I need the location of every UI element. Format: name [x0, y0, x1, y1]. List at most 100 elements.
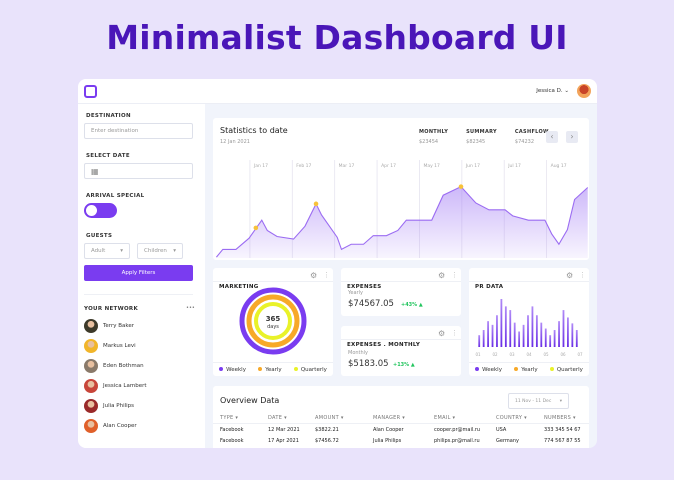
network-item[interactable]: Terry Baker: [84, 316, 147, 336]
dashboard-window: Jessica D. ⌄ DESTINATION Enter destinati…: [78, 79, 597, 448]
apply-filters-button[interactable]: Apply Filters: [84, 265, 193, 281]
date-input[interactable]: ▦: [84, 163, 193, 179]
column-header[interactable]: NUMBERS ▾: [544, 415, 576, 421]
network-item[interactable]: Markus Levi: [84, 336, 147, 356]
arrow-up-icon: ▲: [410, 362, 415, 368]
x-tick-label: Jun 17: [465, 163, 480, 169]
x-tick-label: Feb 17: [296, 163, 311, 169]
user-menu[interactable]: Jessica D. ⌄: [536, 88, 569, 94]
bar: [544, 328, 547, 347]
x-tick-label: 05: [543, 352, 549, 357]
x-tick-label: Jan 17: [253, 163, 268, 169]
destination-input[interactable]: Enter destination: [84, 123, 193, 139]
expenses-card: EXPENSES ⚙ ⋮ Yearly $74567.05 +43% ▲: [341, 268, 461, 316]
expenses-title: EXPENSES: [347, 284, 382, 290]
table-header: TYPE ▾ DATE ▾ AMOUNT ▾ MANAGER ▾ EMAIL ▾ COUN…: [213, 413, 589, 424]
expenses-monthly-change: +13% ▲: [393, 362, 415, 368]
logo-square-icon[interactable]: [84, 85, 97, 98]
destination-label: DESTINATION: [86, 113, 131, 119]
legend-yearly: Yearly: [258, 367, 282, 373]
network-name: Eden Bothman: [103, 363, 144, 369]
network-name: Jessica Lambert: [103, 383, 147, 389]
marketing-title: MARKETING: [219, 284, 259, 290]
table-cell: 333 345 54 67: [544, 427, 581, 433]
overview-title: Overview Data: [220, 396, 280, 405]
date-range-select[interactable]: 11 Nov - 11 Dec ▾: [508, 393, 569, 409]
quarterly-ring: [254, 302, 292, 340]
legend-weekly: Weekly: [475, 367, 502, 373]
bar: [535, 315, 538, 347]
column-header[interactable]: TYPE ▾: [220, 415, 239, 421]
pr-legend: Weekly Yearly Quarterly: [469, 362, 589, 376]
marketing-legend: Weekly Yearly Quarterly: [213, 362, 333, 376]
column-header[interactable]: COUNTRY ▾: [496, 415, 527, 421]
more-icon[interactable]: •••: [186, 305, 195, 311]
avatar[interactable]: [577, 84, 591, 98]
center-value: 365: [265, 315, 281, 323]
bar: [496, 315, 498, 347]
drag-handle-icon[interactable]: ⋮: [451, 329, 458, 337]
caret-down-icon: ▾: [120, 248, 123, 254]
bar: [571, 323, 574, 347]
children-select[interactable]: Children ▾: [137, 243, 183, 259]
network-item[interactable]: Julia Philips: [84, 396, 147, 416]
table-cell: Facebook: [220, 438, 244, 444]
bar: [482, 330, 485, 347]
arrival-special-label: ARRIVAL SPECIAL: [86, 193, 145, 199]
drag-handle-icon[interactable]: ⋮: [323, 271, 330, 279]
chevron-down-icon: ⌄: [564, 88, 569, 94]
avatar: [84, 399, 98, 413]
legend-quarterly: Quarterly: [549, 367, 583, 373]
apply-filters-label: Apply Filters: [121, 270, 156, 276]
network-item[interactable]: Jessica Lambert: [84, 376, 147, 396]
column-header[interactable]: DATE ▾: [268, 415, 287, 421]
table-cell: Julia Philips: [373, 438, 402, 444]
network-item[interactable]: Alan Cooper: [84, 416, 147, 436]
table-row[interactable]: Facebook 17 Apr 2021 $7456.72 Julia Philips…: [213, 435, 589, 446]
gear-icon[interactable]: ⚙: [310, 271, 318, 280]
statistics-area-chart: Jan 17 Feb 17 Mar 17 Apr 17 May 17 Jun 17 Jul …: [215, 160, 589, 258]
expenses-value: $74567.05: [348, 299, 394, 309]
x-tick-label: Jul 17: [507, 163, 521, 169]
gear-icon[interactable]: ⚙: [438, 271, 446, 280]
gear-icon[interactable]: ⚙: [566, 271, 574, 280]
column-header[interactable]: EMAIL ▾: [434, 415, 456, 421]
statistics-title: Statistics to date: [220, 126, 288, 135]
highlight-point[interactable]: [458, 184, 464, 189]
bar: [540, 322, 543, 347]
network-item[interactable]: Eden Bothman: [84, 356, 147, 376]
expenses-monthly-period: Monthly: [348, 350, 369, 356]
avatar: [84, 319, 98, 333]
next-button[interactable]: ›: [566, 131, 578, 143]
avatar: [84, 379, 98, 393]
column-header[interactable]: AMOUNT ▾: [315, 415, 344, 421]
highlight-point[interactable]: [253, 225, 259, 231]
table-cell: USA: [496, 427, 507, 433]
weekly-ring: [239, 287, 307, 355]
highlight-point[interactable]: [313, 201, 319, 207]
divider: [84, 294, 193, 295]
bar: [553, 330, 556, 347]
drag-handle-icon[interactable]: ⋮: [451, 271, 458, 279]
adult-select[interactable]: Adult ▾: [84, 243, 130, 259]
kpi: MONTHLY $23454: [419, 129, 448, 145]
overview-table: TYPE ▾ DATE ▾ AMOUNT ▾ MANAGER ▾ EMAIL ▾ COUN…: [213, 413, 589, 446]
legend-yearly: Yearly: [514, 367, 538, 373]
kpi-label: SUMMARY: [466, 129, 497, 135]
statistics-date: 12 Jan 2021: [220, 139, 250, 145]
gear-icon[interactable]: ⚙: [438, 329, 446, 338]
prev-button[interactable]: ‹: [546, 131, 558, 143]
bar: [500, 299, 503, 347]
drag-handle-icon[interactable]: ⋮: [579, 271, 586, 279]
overview-card: Overview Data 11 Nov - 11 Dec ▾ TYPE ▾ DAT…: [213, 386, 589, 448]
arrow-up-icon: ▲: [418, 302, 423, 308]
column-header[interactable]: MANAGER ▾: [373, 415, 406, 421]
arrival-special-toggle[interactable]: [84, 203, 117, 218]
table-row[interactable]: Facebook 12 Mar 2021 $3822.21 Alan Cooper co…: [213, 424, 589, 435]
statistics-card: Statistics to date 12 Jan 2021 MONTHLY $2…: [213, 118, 589, 260]
kpi-value: $82345: [466, 139, 486, 145]
network-name: Terry Baker: [103, 323, 135, 329]
table-cell: 774 567 87 55: [544, 438, 581, 444]
center-unit: days: [267, 324, 279, 330]
user-name: Jessica D.: [536, 88, 563, 94]
